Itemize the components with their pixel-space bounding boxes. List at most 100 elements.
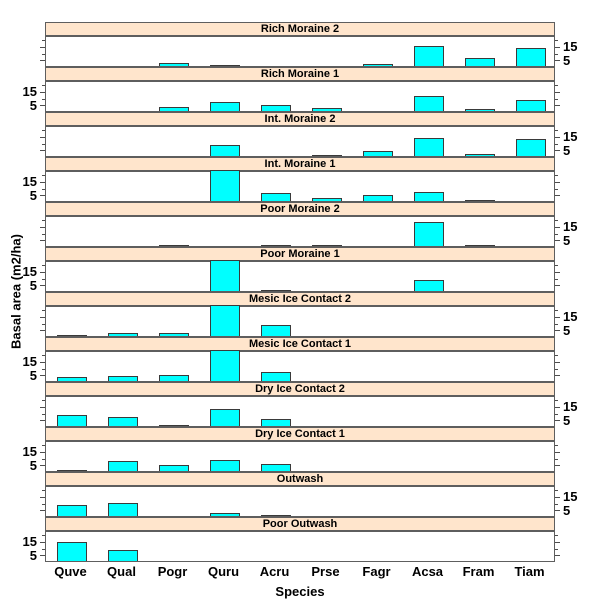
y-tick [555, 361, 560, 363]
y-tick [40, 240, 45, 242]
bar-fagr [362, 64, 393, 66]
y-tick [42, 188, 45, 190]
bar-pogr [158, 464, 189, 471]
x-category-label: Acsa [411, 564, 444, 579]
y-tick [40, 496, 45, 498]
bar-fagr [362, 150, 393, 156]
x-category-label: Prse [311, 564, 340, 579]
bar-acsa [413, 222, 444, 246]
y-tick [42, 85, 45, 86]
y-tick-label: 15 [22, 354, 37, 370]
y-tick [40, 195, 45, 197]
bar-acsa [413, 46, 444, 66]
y-tick-label: 5 [29, 547, 37, 563]
bar-pogr [158, 107, 189, 111]
y-tick [555, 465, 560, 467]
y-tick [555, 330, 560, 332]
bar-fagr [362, 194, 393, 201]
y-tick [40, 316, 45, 318]
bar-quru [209, 101, 240, 111]
bar-acru [260, 514, 291, 516]
y-tick [42, 53, 45, 55]
y-tick [40, 60, 45, 62]
y-tick [555, 265, 558, 266]
panel-plot [45, 216, 555, 247]
panel-plot [45, 441, 555, 472]
y-tick [555, 130, 558, 131]
panel-plot [45, 486, 555, 517]
bar-qual [107, 417, 138, 426]
y-tick [42, 265, 45, 266]
bar-acsa [413, 137, 444, 156]
y-tick-label: 15 [563, 219, 578, 235]
y-tick [40, 150, 45, 152]
y-tick [42, 548, 45, 550]
y-tick [555, 136, 560, 138]
y-tick [555, 541, 560, 543]
x-category-label: Pogr [157, 564, 188, 579]
bar-quru [209, 460, 240, 471]
y-tick-label: 15 [22, 444, 37, 460]
y-tick [555, 420, 560, 422]
panel-plot [45, 396, 555, 427]
x-axis-title: Species [275, 584, 325, 599]
panel-strip: Poor Outwash [45, 517, 555, 531]
bar-pogr [158, 244, 189, 246]
y-tick [42, 130, 45, 131]
bar-acru [260, 104, 291, 111]
y-tick [555, 143, 558, 145]
y-tick [555, 310, 558, 311]
y-tick-label: 15 [563, 309, 578, 325]
y-tick [42, 400, 45, 401]
x-category-label: Fram [462, 564, 495, 579]
y-tick [40, 226, 45, 228]
y-tick [40, 420, 45, 422]
y-tick-label: 15 [22, 174, 37, 190]
y-tick-label: 15 [22, 264, 37, 280]
panel-strip: Int. Moraine 2 [45, 112, 555, 126]
y-tick [40, 181, 45, 183]
y-tick-label: 5 [29, 97, 37, 113]
y-tick [555, 451, 560, 453]
panel-strip: Dry Ice Contact 2 [45, 382, 555, 396]
bar-quve [56, 334, 87, 336]
y-tick [40, 271, 45, 273]
panel-plot [45, 36, 555, 67]
x-category-label: Tiam [514, 564, 545, 579]
y-tick [40, 541, 45, 543]
y-tick [40, 465, 45, 467]
y-tick-label: 15 [22, 534, 37, 550]
panel-strip: Mesic Ice Contact 1 [45, 337, 555, 351]
y-tick [555, 555, 560, 557]
bar-quru [209, 145, 240, 156]
bar-qual [107, 503, 138, 516]
bar-quve [56, 415, 87, 426]
y-tick [42, 535, 45, 536]
y-tick [555, 60, 560, 62]
y-tick-label: 15 [563, 39, 578, 55]
bar-acru [260, 419, 291, 426]
y-tick [42, 220, 45, 221]
y-tick [555, 510, 560, 512]
bar-fram [464, 154, 495, 156]
panel-strip: Poor Moraine 1 [45, 247, 555, 261]
bar-acru [260, 192, 291, 201]
y-tick [555, 375, 560, 377]
y-tick [40, 555, 45, 557]
y-tick [555, 535, 558, 536]
bar-fram [464, 57, 495, 66]
y-tick-label: 5 [563, 322, 571, 338]
y-tick [555, 490, 558, 491]
bar-qual [107, 376, 138, 381]
panel-strip: Dry Ice Contact 1 [45, 427, 555, 441]
y-tick [42, 445, 45, 446]
bar-prse [311, 108, 342, 111]
bar-acsa [413, 192, 444, 201]
bar-prse [311, 154, 342, 156]
panel-strip: Rich Moraine 2 [45, 22, 555, 36]
y-tick [555, 458, 558, 460]
y-tick-label: 5 [29, 367, 37, 383]
y-tick-label: 5 [563, 232, 571, 248]
bar-fram [464, 199, 495, 201]
y-tick [42, 323, 45, 325]
